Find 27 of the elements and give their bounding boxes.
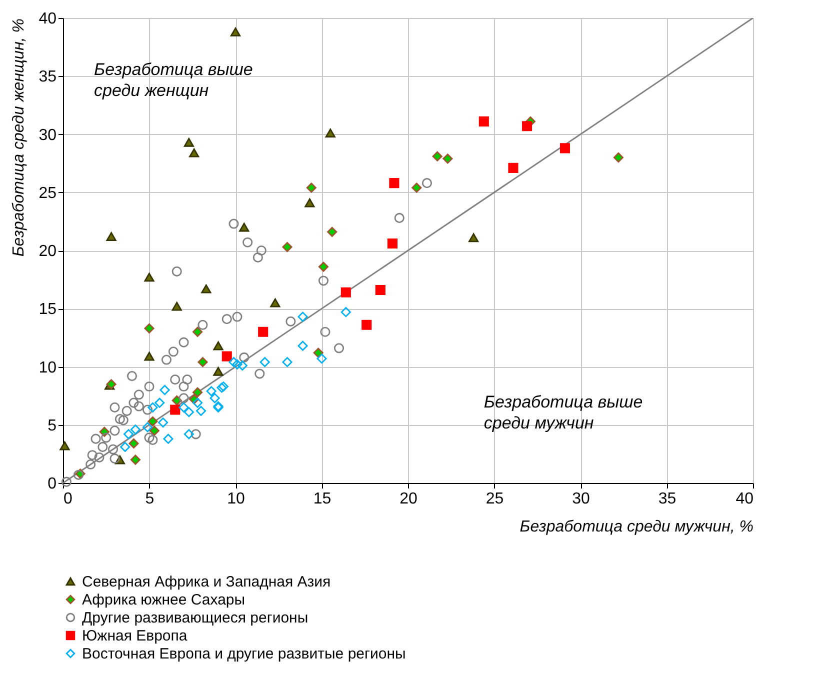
y-tick-label: 35 — [38, 68, 57, 86]
x-tick-label: 25 — [486, 490, 504, 508]
x-tick-label: 35 — [658, 490, 676, 508]
y-tick-label: 5 — [48, 417, 57, 434]
annotation: Безработица выше среди женщин — [94, 60, 253, 100]
y-tick-label: 0 — [48, 476, 57, 492]
y-tick-label: 25 — [38, 184, 57, 202]
y-tick-label: 15 — [38, 301, 57, 318]
legend-label: Другие развивающиеся регионы — [82, 610, 308, 626]
x-axis-title: Безработица среди мужчин, % — [520, 518, 754, 536]
legend-label: Африка южнее Сахары — [82, 592, 246, 608]
x-tick-label: 30 — [572, 490, 590, 508]
x-tick-label: 10 — [227, 490, 245, 508]
y-tick-label: 20 — [38, 243, 57, 260]
annotation: Безработица выше среди мужчин — [484, 392, 643, 433]
legend-label: Южная Европа — [82, 628, 188, 644]
y-tick-label: 40 — [38, 10, 57, 28]
y-tick-label: 30 — [38, 126, 57, 144]
x-tick-label: 40 — [736, 490, 754, 508]
x-tick-label: 20 — [400, 490, 418, 508]
x-tick-label: 0 — [64, 490, 72, 508]
y-tick-label: 10 — [38, 359, 57, 376]
x-tick-label: 5 — [145, 490, 154, 508]
x-tick-label: 15 — [313, 490, 332, 508]
y-axis-title: Безработица среди женщин, % — [10, 18, 28, 257]
legend-label: Восточная Европа и другие развитые регионы — [82, 646, 406, 662]
legend-label: Северная Африка и Западная Азия — [82, 574, 331, 590]
